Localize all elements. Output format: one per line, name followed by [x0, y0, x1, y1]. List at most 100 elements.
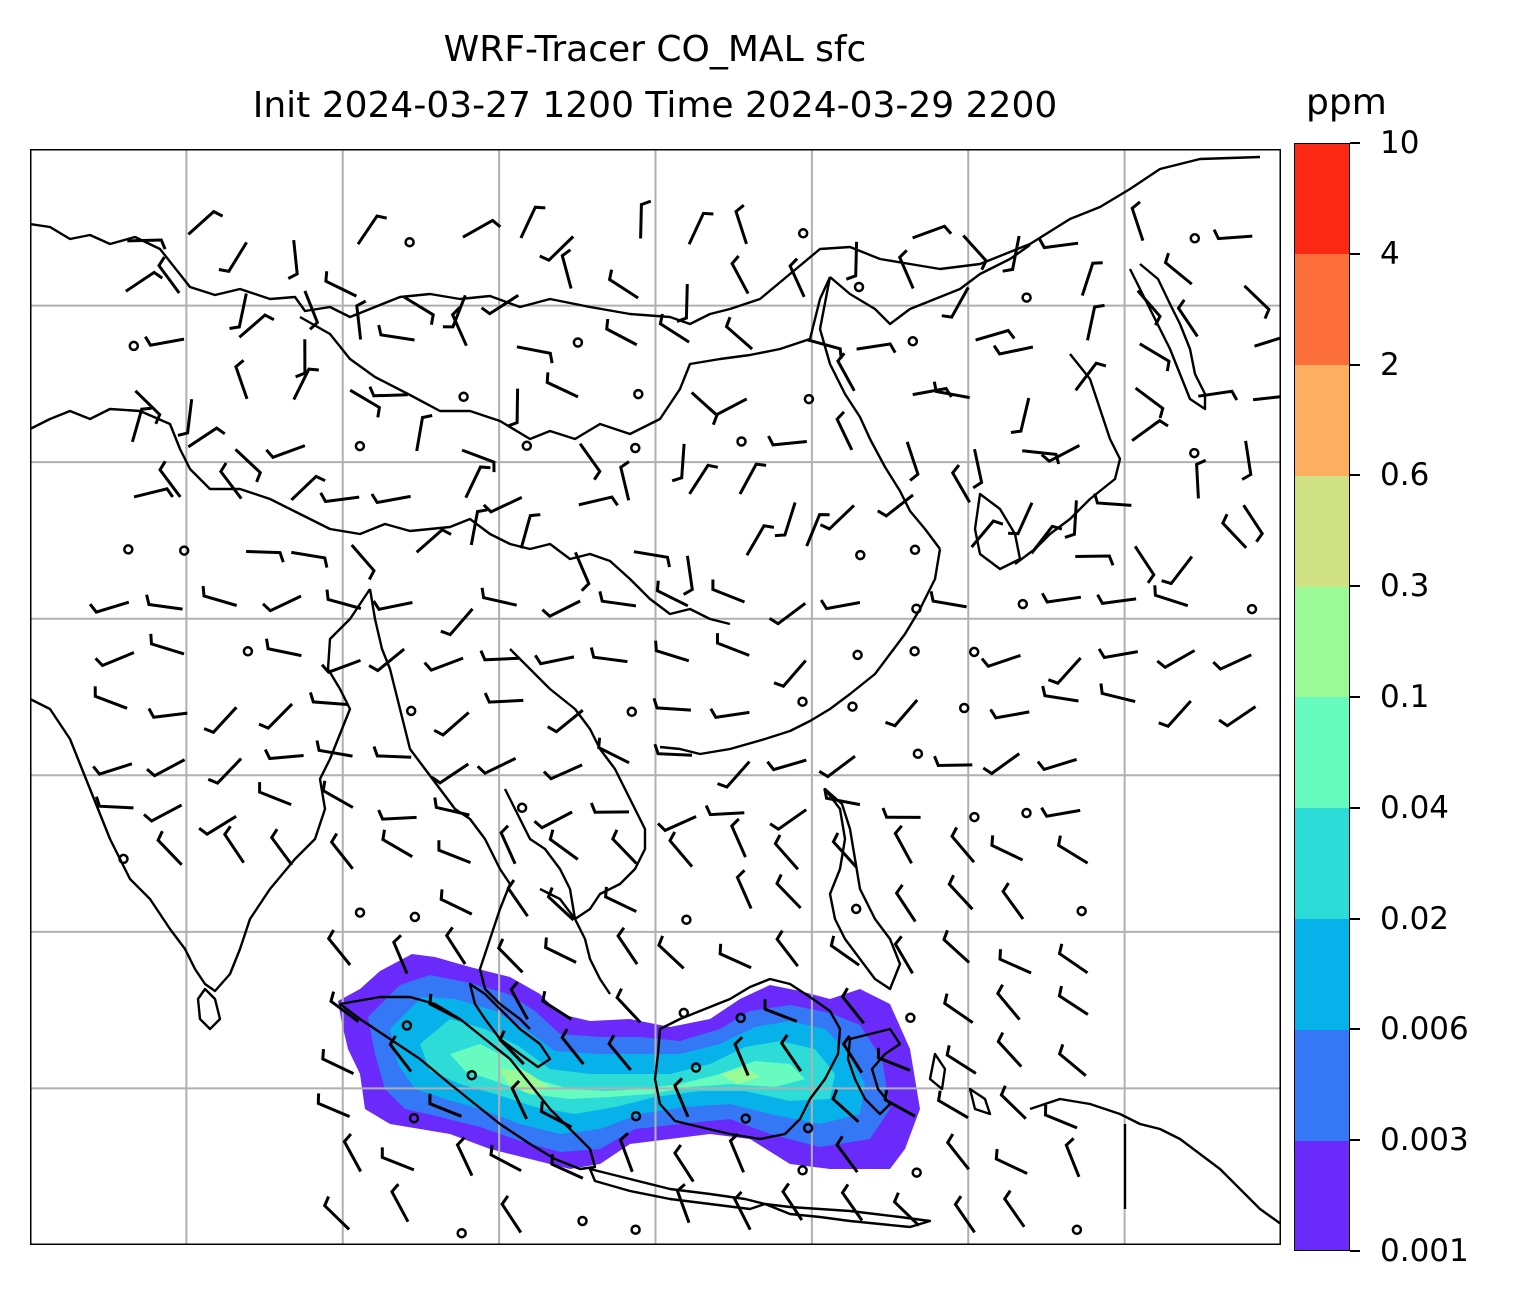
wind-barb	[303, 290, 320, 331]
wind-barb	[403, 295, 435, 325]
wind-barb	[1041, 685, 1079, 703]
wind-barb	[500, 1195, 523, 1234]
wind-barb	[489, 1144, 522, 1173]
wind-barb	[433, 797, 470, 817]
colorbar-tick	[1350, 363, 1360, 366]
calm-wind-marker	[401, 1020, 413, 1031]
wind-barb	[1221, 513, 1248, 549]
wind-barb	[207, 757, 243, 785]
colorbar-tick-label: 0.001	[1380, 1233, 1469, 1269]
wind-barb	[840, 1183, 864, 1222]
wind-barb	[498, 1029, 525, 1066]
wind-barb	[775, 929, 799, 968]
wind-barb	[560, 248, 573, 289]
wind-barb	[516, 345, 554, 364]
wind-barb	[423, 656, 464, 672]
wind-barb	[356, 214, 388, 246]
wind-barb	[510, 1079, 528, 1120]
wind-barb	[1099, 683, 1136, 704]
wind-barb	[835, 410, 854, 451]
wind-barb	[763, 999, 798, 1023]
wind-barb	[368, 647, 406, 673]
wind-barb	[560, 1028, 585, 1066]
wind-barb	[439, 889, 473, 916]
colorbar-segment	[1294, 1140, 1350, 1252]
wind-barb	[1057, 1043, 1087, 1077]
wind-barb	[745, 524, 775, 556]
wind-barb	[590, 802, 630, 814]
wind-barb	[319, 492, 360, 504]
wind-barb	[92, 762, 133, 776]
calm-wind-marker	[690, 1062, 702, 1073]
wind-barb	[430, 762, 470, 785]
wind-barb	[578, 442, 602, 481]
wind-barb	[652, 697, 691, 712]
calm-wind-marker	[178, 545, 190, 556]
wind-barb	[856, 342, 897, 354]
wind-barb	[482, 496, 523, 514]
wind-barb	[1130, 200, 1145, 242]
wind-barb	[884, 699, 919, 728]
wind-barb	[1243, 284, 1271, 320]
wind-barb	[996, 1031, 1023, 1068]
wind-barb	[156, 830, 183, 866]
calm-wind-marker	[855, 549, 866, 561]
wind-barb	[1040, 806, 1081, 818]
wind-barb	[462, 218, 502, 239]
wind-barb	[308, 691, 348, 706]
map-title: WRF-Tracer CO_MAL sfc	[443, 29, 867, 70]
wind-barb	[444, 926, 467, 965]
wind-barb	[941, 286, 970, 319]
wind-barb	[818, 755, 856, 779]
wind-barb	[295, 339, 307, 379]
calm-wind-marker	[405, 705, 417, 717]
wind-barb	[711, 579, 746, 604]
wind-barb	[287, 239, 299, 280]
wind-barb	[157, 256, 181, 294]
sulawesi-coastline	[846, 1027, 902, 1116]
wind-barb	[130, 406, 152, 443]
wind-barb	[1212, 228, 1253, 241]
wind-barb	[735, 869, 753, 910]
wind-barb	[829, 935, 860, 967]
wind-barb	[836, 352, 856, 392]
wind-barb	[201, 585, 238, 607]
calm-wind-marker	[905, 1012, 916, 1024]
wind-barb	[1043, 1104, 1078, 1130]
calm-wind-marker	[740, 1113, 751, 1124]
calm-wind-marker	[408, 1112, 420, 1124]
wind-barb	[124, 270, 164, 293]
map-frame	[30, 149, 1281, 1245]
wind-barb	[893, 935, 914, 975]
wind-barb	[773, 659, 807, 688]
wind-barb	[246, 550, 285, 563]
wind-barb	[480, 587, 518, 607]
calm-wind-marker	[681, 914, 692, 925]
wind-barb	[687, 211, 714, 245]
wind-barb	[541, 599, 581, 618]
wind-barb	[324, 271, 358, 298]
wind-barb	[578, 495, 619, 507]
calm-wind-marker	[404, 236, 415, 248]
wind-barb	[94, 651, 135, 668]
wind-barb	[690, 391, 719, 426]
colorbar-tick-label: 0.02	[1380, 900, 1450, 937]
wind-barb	[633, 550, 671, 568]
wind-barb	[546, 887, 575, 922]
wind-barb	[1158, 699, 1192, 729]
wind-barb	[316, 1093, 351, 1118]
wind-barb	[657, 935, 685, 970]
wind-barb	[1218, 705, 1257, 728]
calm-wind-marker	[853, 281, 865, 293]
colorbar-tick	[1350, 1250, 1360, 1252]
calm-wind-marker	[1071, 1224, 1083, 1236]
wind-barb	[639, 199, 652, 239]
wind-barb	[290, 474, 326, 501]
colorbar-segment	[1294, 586, 1350, 698]
wind-barb	[1212, 653, 1252, 671]
wind-barb	[781, 1182, 804, 1221]
russia-coast-coastline	[30, 155, 1261, 326]
calm-wind-marker	[1017, 598, 1029, 610]
colorbar	[1294, 143, 1350, 1252]
wind-barb	[380, 1147, 415, 1172]
